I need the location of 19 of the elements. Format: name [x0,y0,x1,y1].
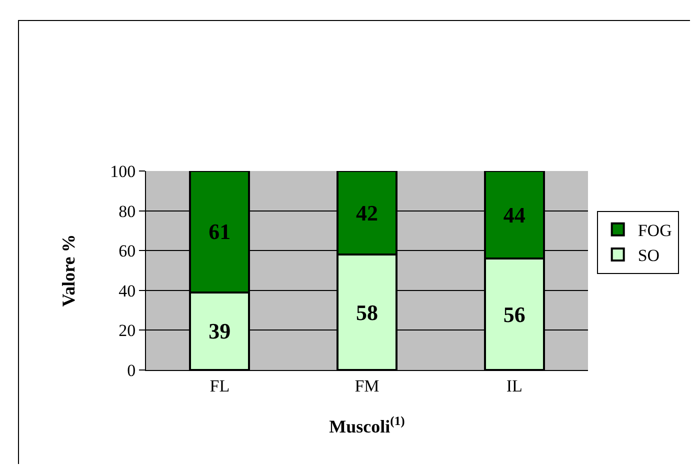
y-tick-label: 0 [127,360,136,380]
legend-label: SO [638,246,660,266]
data-label: 44 [503,202,526,228]
y-tick-label: 80 [118,202,136,221]
x-tick-label: IL [506,376,522,396]
x-tick-label: FM [354,376,380,396]
data-label: 42 [356,200,378,226]
y-axis-title: Valore % [58,234,78,307]
data-label: 61 [208,219,231,244]
y-tick-label: 60 [118,242,136,261]
x-axis-title: Muscoli$^{(1)}$ [329,414,405,436]
data-label: 39 [208,318,231,344]
y-tick-label: 100 [110,162,136,181]
y-tick-label: 20 [118,321,136,340]
y-tick-label: 40 [118,281,136,300]
data-label: 56 [503,302,526,327]
legend-label: FOG [638,220,672,240]
x-tick-label: FL [210,376,230,396]
data-label: 58 [356,300,378,325]
